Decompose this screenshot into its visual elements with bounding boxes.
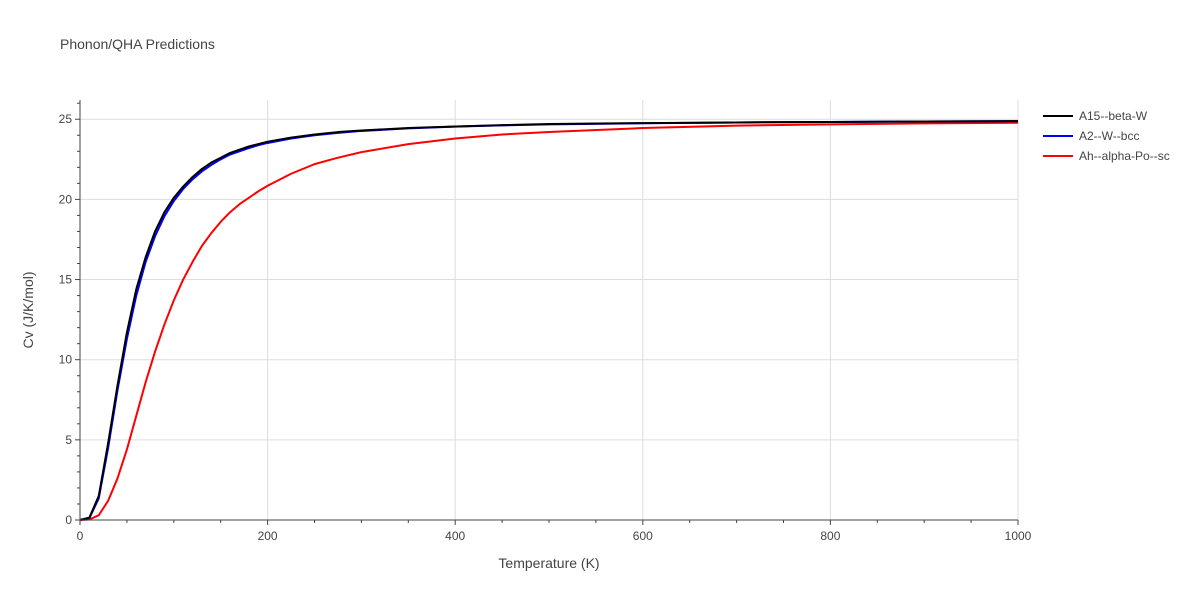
x-tick-label: 600: [633, 529, 653, 543]
x-tick-label: 800: [820, 529, 840, 543]
legend-item-2[interactable]: Ah--alpha-Po--sc: [1043, 146, 1170, 166]
x-tick-label: 400: [445, 529, 465, 543]
legend-swatch: [1043, 135, 1073, 137]
y-tick-label: 15: [59, 273, 73, 287]
series-line-1: [79, 120, 1019, 521]
legend-label: A15--beta-W: [1079, 109, 1148, 123]
y-axis-title: Cv (J/K/mol): [20, 272, 36, 349]
legend: A15--beta-W A2--W--bcc Ah--alpha-Po--sc: [1043, 106, 1170, 166]
x-tick-label: 200: [258, 529, 278, 543]
legend-swatch: [1043, 115, 1073, 117]
y-tick-label: 25: [59, 112, 73, 126]
series-line-2: [79, 121, 1019, 521]
y-tick-label: 5: [65, 433, 72, 447]
series-lines: [79, 120, 1019, 521]
axes: 0 200 400 600 800 1000 0 5 10 15 20 25: [59, 100, 1032, 543]
legend-item-0[interactable]: A15--beta-W: [1043, 106, 1170, 126]
y-tick-label: 20: [59, 192, 73, 206]
x-axis-title: Temperature (K): [498, 555, 599, 571]
legend-label: Ah--alpha-Po--sc: [1079, 149, 1170, 163]
chart-title: Phonon/QHA Predictions: [60, 36, 215, 52]
grid-lines: [80, 100, 1019, 520]
x-tick-label: 1000: [1005, 529, 1032, 543]
legend-item-1[interactable]: A2--W--bcc: [1043, 126, 1170, 146]
legend-swatch: [1043, 155, 1073, 157]
y-tick-label: 0: [65, 513, 72, 527]
y-tick-label: 10: [59, 353, 73, 367]
series-line-0: [79, 120, 1019, 521]
legend-label: A2--W--bcc: [1079, 129, 1140, 143]
x-tick-label: 0: [77, 529, 84, 543]
